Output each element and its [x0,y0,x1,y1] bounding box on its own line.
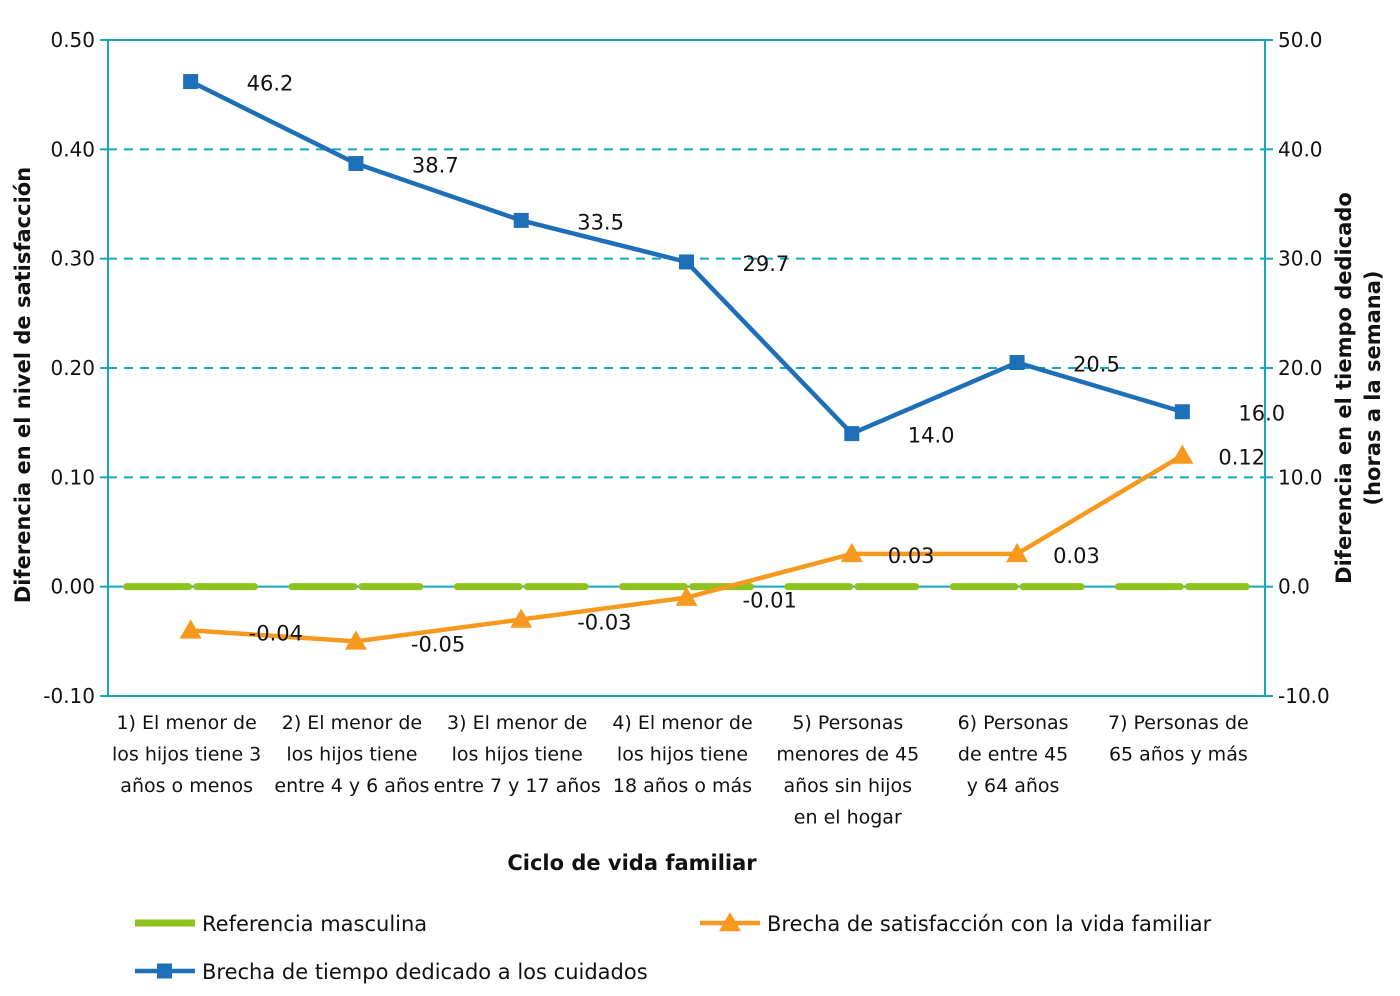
right-tick-label: 0.0 [1278,575,1310,599]
care-time-marker [679,254,694,270]
satisfaction-marker [510,608,533,628]
legend-label: Brecha de tiempo dedicado a los cuidados [202,960,648,984]
category-label: 6) Personas [958,712,1069,734]
right-tick-label: -10.0 [1278,684,1330,708]
category-label: 65 años y más [1109,744,1248,766]
right-axis-title: (horas a la semana) [1361,271,1385,506]
satisfaction-marker [179,619,202,639]
category-label: los hijos tiene 3 [112,744,261,766]
satisfaction-value-label: 0.03 [888,544,935,568]
axis-titles: Diferencia en el nivel de satisfacción Di… [11,167,1385,875]
legend-label: Brecha de satisfacción con la vida famil… [767,912,1212,936]
care-time-value-label: 14.0 [908,424,955,448]
right-tick-label: 30.0 [1278,247,1323,271]
category-label: los hijos tiene [452,744,583,766]
care-time-marker [844,426,860,442]
care-time-marker [1174,404,1190,420]
category-label: 5) Personas [792,712,903,734]
care-time-value-label: 46.2 [247,72,294,96]
category-label: 3) El menor de [447,712,587,734]
category-label: menores de 45 [776,744,919,766]
category-label: 18 años o más [613,775,752,797]
right-tick-label: 20.0 [1278,356,1323,380]
left-tick-label: 0.50 [50,28,95,52]
category-label: entre 4 y 6 años [274,775,429,797]
category-label: años o menos [120,775,253,797]
care-time-value-label: 20.5 [1073,353,1120,377]
legend-square-marker [157,963,172,979]
x-axis-title: Ciclo de vida familiar [507,851,757,875]
category-label: años sin hijos [783,775,912,797]
legend: Referencia masculina Brecha de satisfacci… [135,912,1212,984]
left-axis-title: Diferencia en el nivel de satisfacción [11,167,35,603]
axes-layer: 0.50 50.0 0.40 40.0 0.30 30.0 0.20 20.0 0.10 10.0… [43,28,1330,708]
care-time-marker [513,212,529,228]
left-tick-label: -0.10 [43,684,95,708]
right-axis-title: Diferencia en el tiempo dedicado [1332,192,1356,584]
satisfaction-line [190,453,1184,644]
legend-triangle-marker [719,912,741,932]
satisfaction-value-label: -0.01 [743,589,797,613]
category-label: 2) El menor de [282,712,422,734]
care-time-value-label: 16.0 [1238,402,1285,426]
satisfaction-marker [1006,542,1029,563]
satisfaction-value-label: -0.04 [249,621,303,645]
care-time-value-label: 38.7 [412,154,459,178]
satisfaction-value-label: 0.12 [1218,445,1265,469]
category-labels: 1) El menor de los hijos tiene 3 años o me… [112,712,1249,829]
left-tick-label: 0.30 [50,247,95,271]
care-time-value-label: 29.7 [743,252,790,276]
left-tick-label: 0.00 [50,575,95,599]
left-tick-label: 0.40 [50,137,95,161]
series-layer [123,74,1250,650]
category-label: 1) El menor de [116,712,256,734]
right-tick-label: 40.0 [1278,137,1323,161]
left-tick-label: 0.10 [50,465,95,489]
satisfaction-marker [1171,444,1194,464]
care-time-value-label: 33.5 [577,210,624,234]
category-label: los hijos tiene [286,744,417,766]
satisfaction-marker [840,542,863,563]
category-label: en el hogar [794,807,902,829]
right-tick-label: 10.0 [1278,465,1323,489]
legend-item: Brecha de tiempo dedicado a los cuidados [135,960,648,984]
left-tick-label: 0.20 [50,356,95,380]
satisfaction-value-label: -0.03 [577,610,631,634]
category-label: y 64 años [967,775,1060,797]
right-tick-label: 50.0 [1278,28,1323,52]
category-label: entre 7 y 17 años [434,775,601,797]
category-label: los hijos tiene [617,744,748,766]
satisfaction-marker [344,630,367,650]
care-time-marker [1009,355,1025,371]
category-label: 7) Personas de [1108,712,1249,734]
category-label: 4) El menor de [612,712,752,734]
satisfaction-marker [675,586,698,606]
care-time-marker [183,74,199,90]
care-time-marker [348,156,364,172]
satisfaction-value-label: 0.03 [1053,544,1100,568]
data-labels: 46.2 38.7 33.5 29.7 14.0 20.5 16.0 -0.04 -0.05 -0… [247,72,1285,657]
legend-item: Referencia masculina [135,912,427,936]
legend-item: Brecha de satisfacción con la vida famil… [700,912,1212,936]
legend-label: Referencia masculina [202,912,427,936]
satisfaction-value-label: -0.05 [411,632,465,656]
category-label: de entre 45 [958,744,1068,766]
